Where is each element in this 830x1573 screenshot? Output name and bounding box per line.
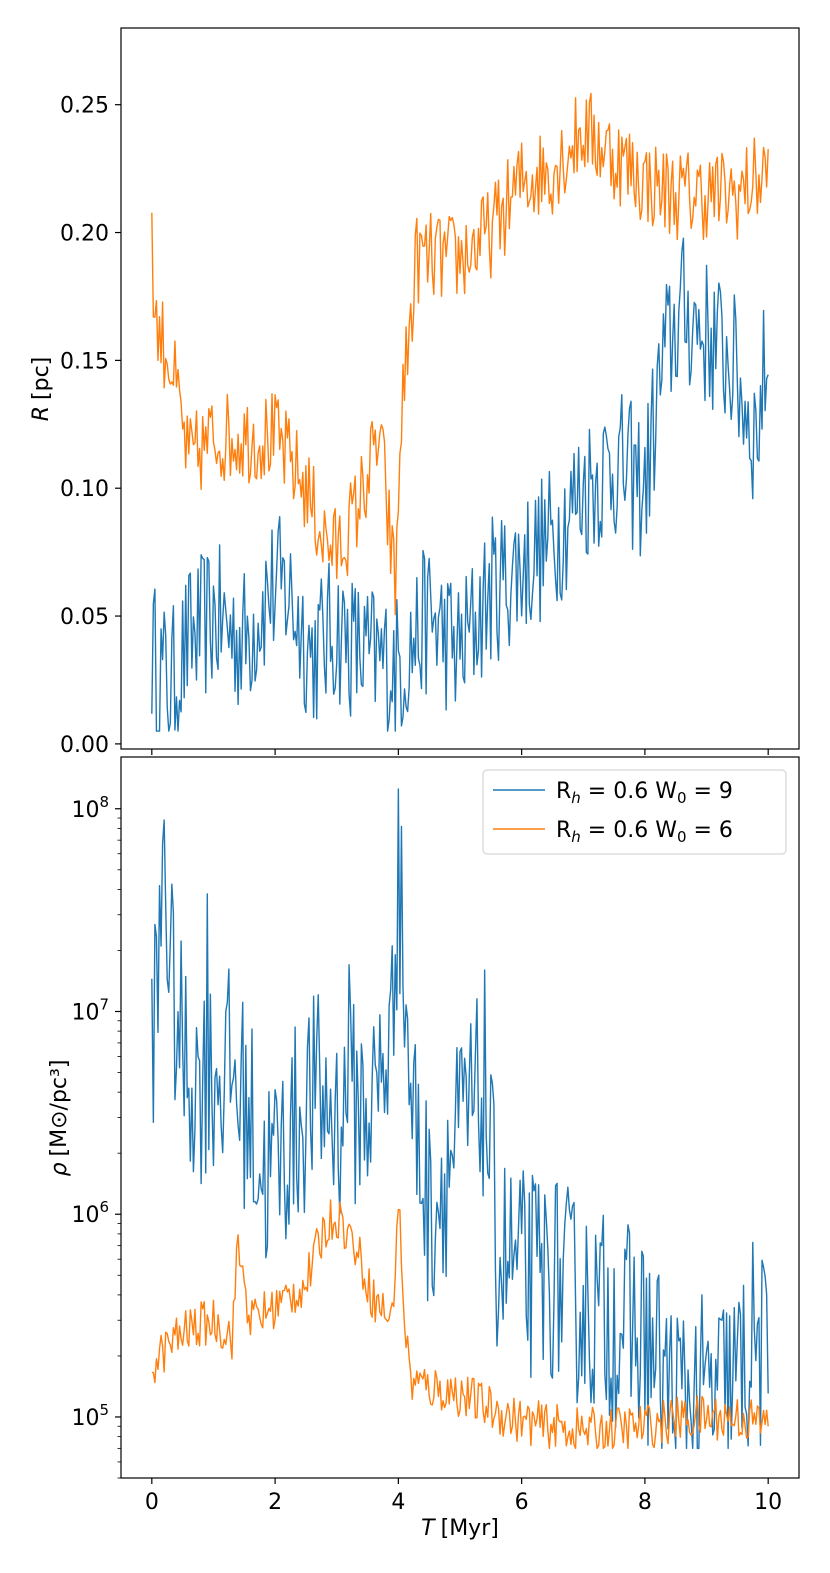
top-series-line-w6 bbox=[151, 92, 769, 616]
bottom-y-tick-label: 108 bbox=[71, 793, 109, 823]
top-y-tick-label: 0.05 bbox=[60, 605, 109, 630]
bottom-panel: 105 106 107 108 0 2 4 6 8 10 ρ[M⊙/pc³] T [Myr] Rh… bbox=[47, 756, 800, 1541]
legend-box bbox=[482, 769, 787, 855]
bottom-x-ticks: 0 2 4 6 8 10 bbox=[145, 1478, 782, 1515]
top-y-ticks: 0.00 0.05 0.10 0.15 0.20 0.25 bbox=[60, 94, 121, 758]
top-y-tick-label: 0.10 bbox=[60, 477, 109, 502]
top-y-tick-label: 0.15 bbox=[60, 349, 109, 374]
bottom-y-axis-label: ρ[M⊙/pc³] bbox=[47, 1060, 72, 1177]
bottom-y-tick-label: 107 bbox=[71, 995, 109, 1025]
top-y-tick-label: 0.20 bbox=[60, 222, 109, 247]
top-y-tick-label: 0.25 bbox=[60, 94, 109, 119]
bottom-plot-frame bbox=[120, 756, 800, 1479]
bottom-series-layer bbox=[151, 788, 769, 1450]
top-y-tick-label: 0.00 bbox=[60, 733, 109, 758]
bottom-series-line-w9 bbox=[151, 788, 769, 1450]
top-x-ticks bbox=[151, 749, 769, 755]
bottom-x-tick-label: 4 bbox=[391, 1490, 405, 1515]
bottom-series-line-w6 bbox=[151, 1199, 769, 1450]
top-panel: 0.00 0.05 0.10 0.15 0.20 0.25 R[pc] bbox=[29, 27, 800, 758]
top-series-line-w9 bbox=[151, 237, 769, 732]
legend-label-w6: Rh = 0.6 W0 = 6 bbox=[556, 818, 733, 846]
bottom-x-tick-label: 8 bbox=[638, 1490, 652, 1515]
bottom-y-ticks: 105 106 107 108 bbox=[71, 793, 121, 1479]
bottom-y-tick-label: 106 bbox=[71, 1198, 109, 1228]
bottom-x-tick-label: 6 bbox=[515, 1490, 529, 1515]
bottom-x-tick-label: 10 bbox=[754, 1490, 782, 1515]
legend: Rh = 0.6 W0 = 9 Rh = 0.6 W0 = 6 bbox=[482, 769, 787, 855]
bottom-x-tick-label: 0 bbox=[145, 1490, 159, 1515]
legend-label-w9: Rh = 0.6 W0 = 9 bbox=[556, 779, 733, 807]
bottom-x-tick-label: 2 bbox=[268, 1490, 282, 1515]
top-y-axis-label: R[pc] bbox=[29, 357, 54, 422]
bottom-x-axis-label: T [Myr] bbox=[421, 1516, 499, 1541]
bottom-y-tick-label: 105 bbox=[71, 1401, 109, 1431]
top-series-layer bbox=[151, 92, 769, 732]
